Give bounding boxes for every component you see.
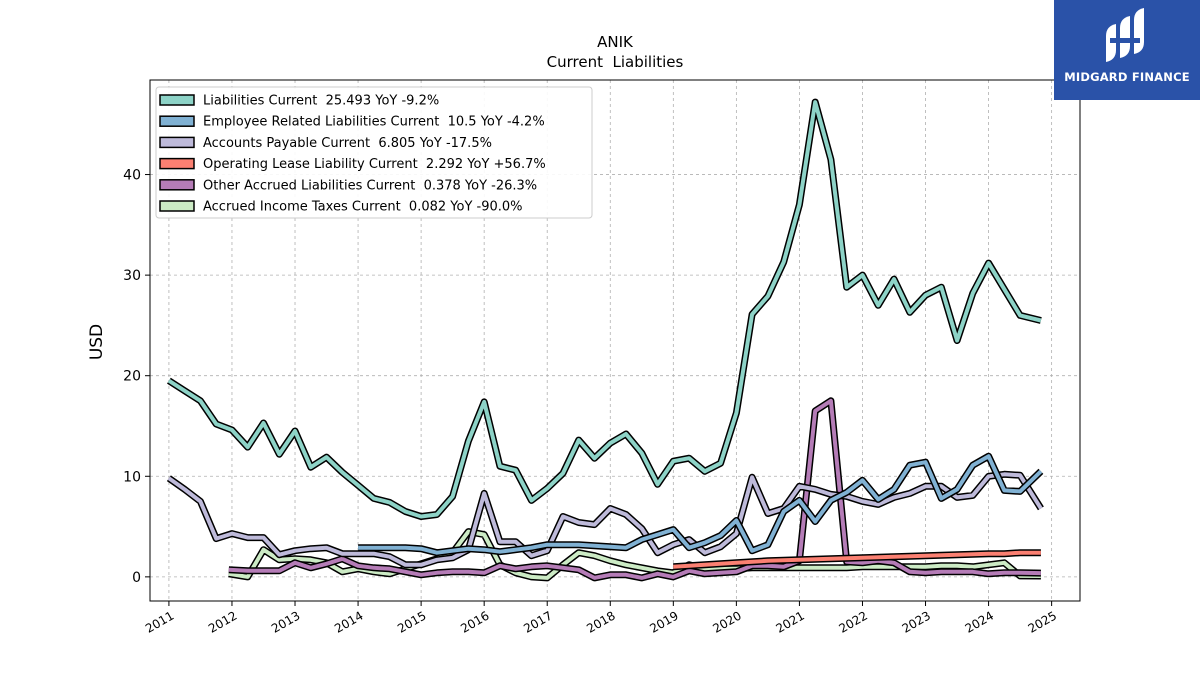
series-line: [673, 550, 1041, 569]
series-line: [358, 454, 1043, 555]
legend-entry: Employee Related Liabilities Current 10.…: [203, 115, 545, 130]
legend-box: [155, 86, 593, 219]
legend-swatch: [159, 136, 195, 149]
x-tick-label: 2011: [143, 608, 176, 635]
y-tick-label: 40: [123, 168, 141, 184]
series-layer: [166, 98, 1044, 582]
y-tick-label: 30: [123, 268, 141, 284]
x-tick-label: 2015: [395, 608, 428, 635]
plot-frame: [149, 79, 1081, 602]
y-tick-label: 10: [123, 469, 141, 485]
legend-swatch: [159, 200, 195, 212]
legend-entry: Accrued Income Taxes Current 0.082 YoY -…: [203, 200, 523, 215]
series-line: [167, 472, 1043, 567]
x-tick-label: 2024: [963, 608, 996, 635]
y-tick-label: 0: [132, 570, 141, 586]
x-axis-ticks: 2011 2012 2013 2014 2015 2016 2017 2018 2019 2020…: [143, 601, 1059, 636]
brand-logo: MIDGARD FINANCE: [1054, 0, 1200, 100]
series-line: [228, 398, 1041, 580]
x-tick-label: 2023: [900, 608, 933, 635]
x-tick-label: 2018: [584, 608, 617, 635]
x-tick-label: 2013: [269, 608, 302, 635]
legend-entry: Other Accrued Liabilities Current 0.378 …: [203, 178, 537, 193]
legend: Liabilities Current 25.493 YoY -9.2% Empl…: [155, 86, 593, 219]
chart-title: ANIK: [597, 33, 634, 51]
series-line: [167, 100, 1042, 519]
brand-name: MIDGARD FINANCE: [1064, 70, 1190, 84]
x-tick-label: 2021: [773, 608, 806, 635]
legend-entry: Liabilities Current 25.493 YoY -9.2%: [203, 94, 439, 109]
x-tick-label: 2016: [458, 608, 491, 635]
x-tick-label: 2022: [837, 608, 870, 635]
legend-swatch: [159, 157, 195, 170]
legend-entry: Accounts Payable Current 6.805 YoY -17.5…: [203, 136, 492, 151]
x-tick-label: 2019: [647, 608, 680, 635]
x-tick-label: 2020: [710, 608, 743, 635]
x-tick-label: 2014: [332, 608, 365, 635]
x-tick-label: 2025: [1026, 608, 1059, 635]
brand-logo-mark-icon: [1106, 8, 1144, 62]
y-axis-label: USD: [87, 324, 107, 360]
grid-lines: [150, 80, 1080, 601]
legend-entry: Operating Lease Liability Current 2.292 …: [203, 157, 546, 172]
legend-swatch: [159, 94, 195, 106]
chart-subtitle: Current Liabilities: [547, 53, 684, 71]
y-tick-label: 20: [123, 369, 141, 385]
legend-swatch: [159, 115, 195, 127]
y-axis-ticks: 0 10 20 30 40: [123, 168, 150, 586]
legend-swatch: [159, 179, 195, 191]
x-tick-label: 2017: [521, 608, 554, 635]
x-tick-label: 2012: [206, 608, 239, 635]
